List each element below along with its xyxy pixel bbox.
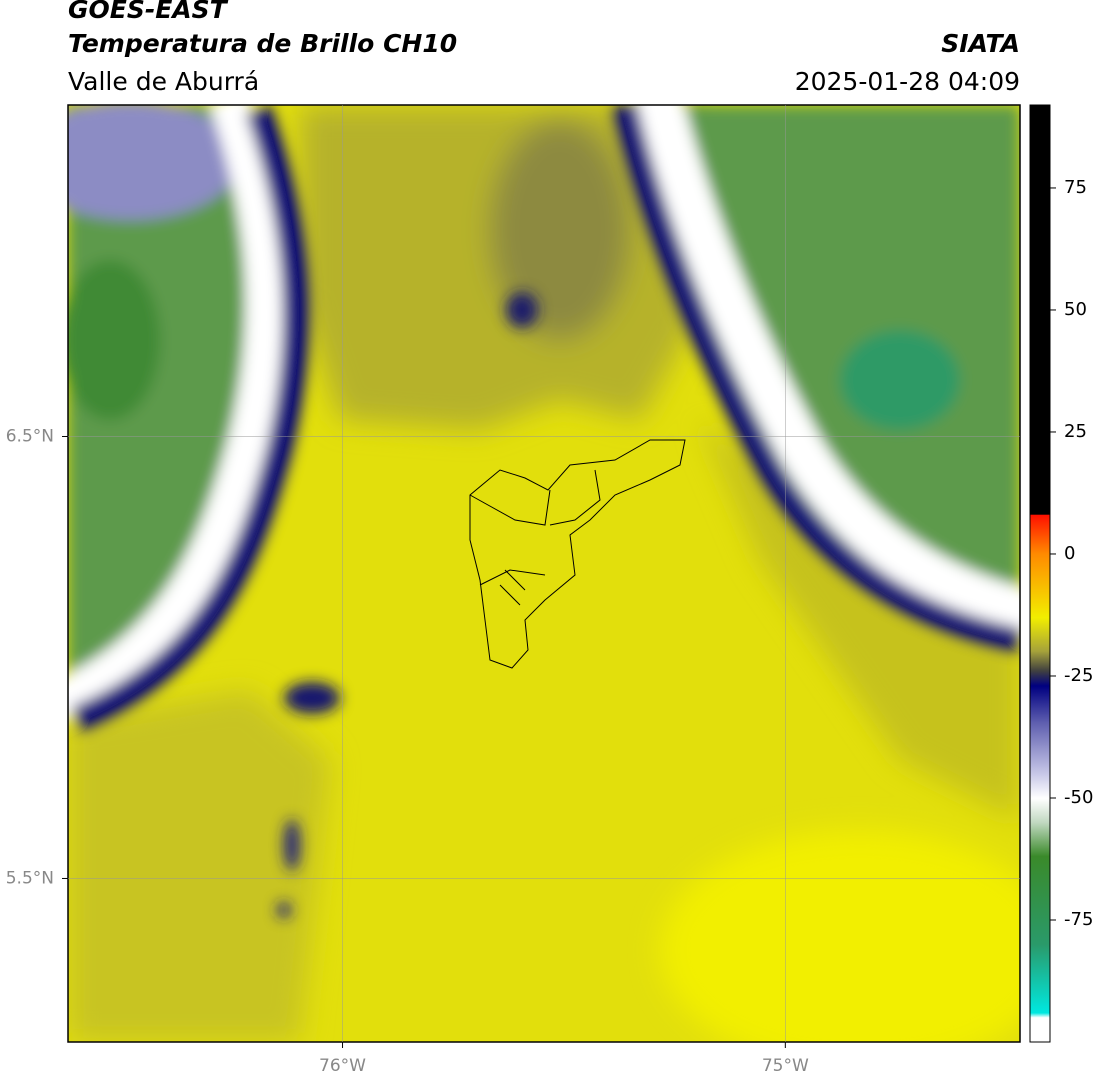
colorbar-label: -25: [1064, 665, 1093, 686]
region: Valle de Aburrá: [68, 67, 259, 96]
colorbar-label: -50: [1064, 787, 1093, 808]
colorbar-label: 0: [1064, 543, 1075, 564]
lat-label: 5.5°N: [6, 868, 54, 888]
lat-label: 6.5°N: [6, 426, 54, 446]
map-image: [68, 105, 1020, 1042]
lon-label: 75°W: [762, 1056, 809, 1076]
colorbar: [1029, 104, 1051, 1043]
product: Temperatura de Brillo CH10: [68, 29, 457, 58]
satellite: GOES-EAST: [68, 0, 229, 24]
map-frame: [67, 104, 1021, 1043]
colorbar-label: 75: [1064, 177, 1087, 198]
lon-label: 76°W: [319, 1056, 366, 1076]
colorbar-label: 50: [1064, 299, 1087, 320]
colorbar-label: -75: [1064, 909, 1093, 930]
source: SIATA: [941, 29, 1020, 58]
datetime: 2025-01-28 04:09: [795, 67, 1020, 96]
colorbar-label: 25: [1064, 421, 1087, 442]
